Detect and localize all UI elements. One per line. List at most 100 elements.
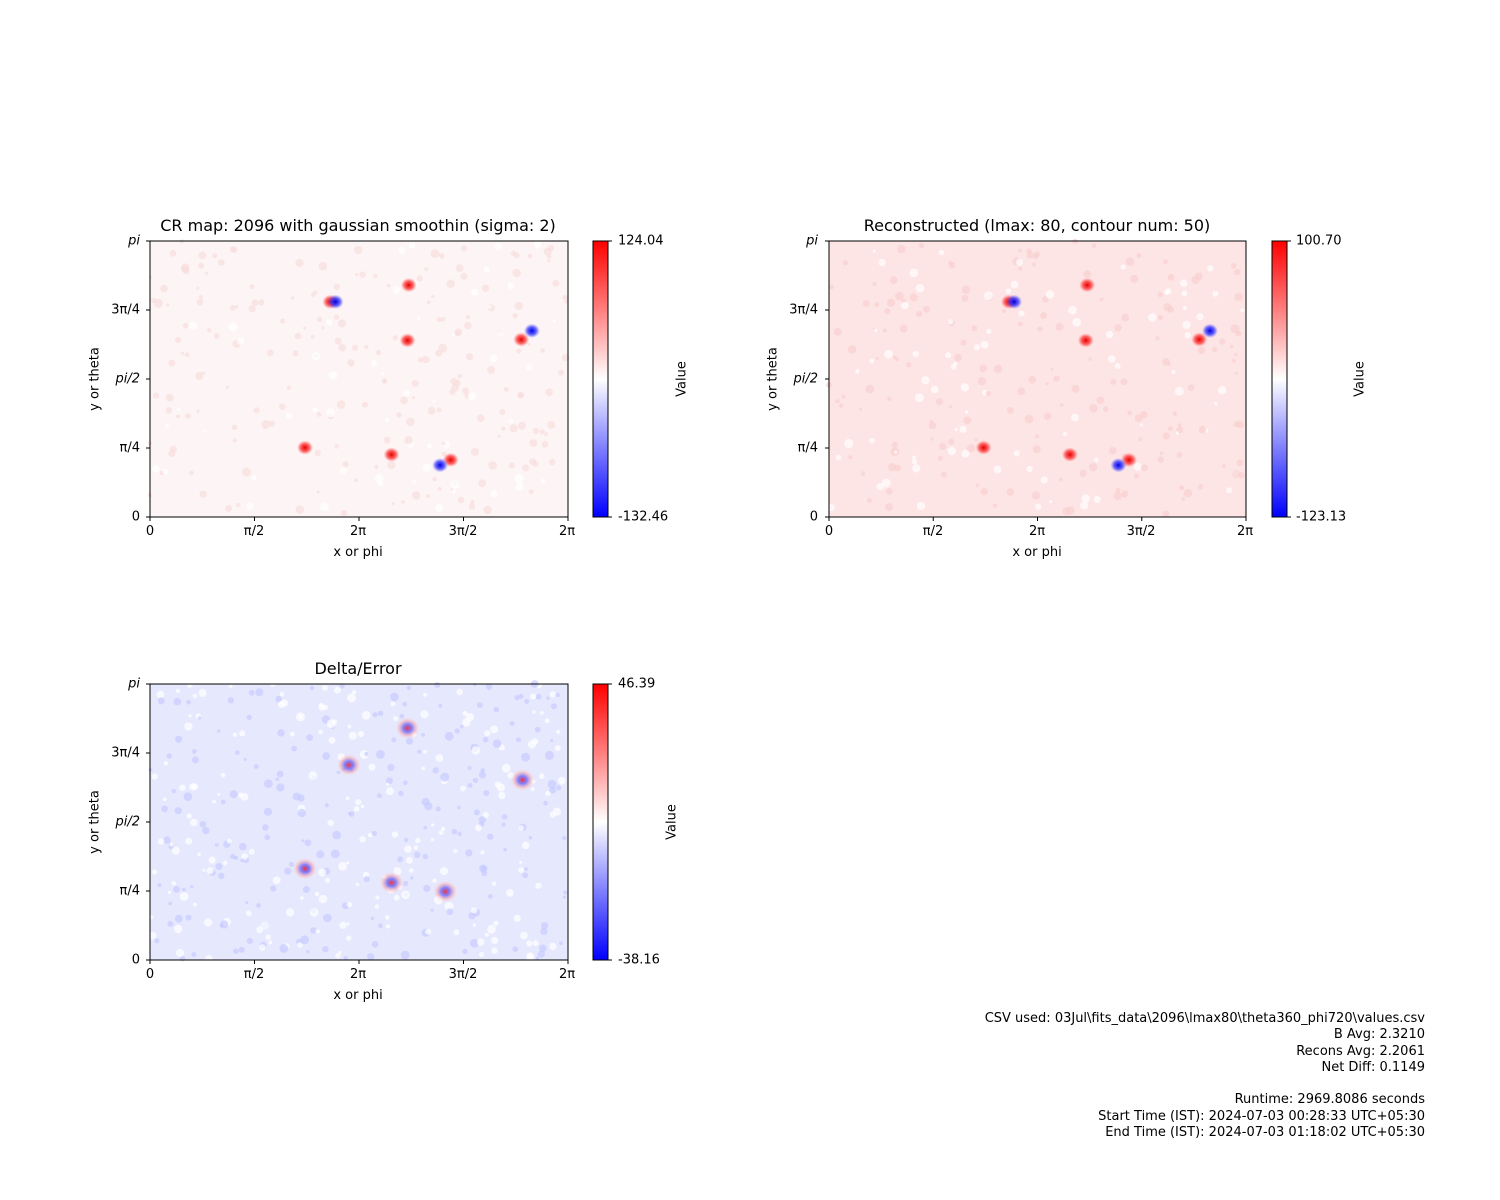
texture-dot (498, 791, 506, 800)
texture-dot (385, 924, 390, 929)
texture-dot (174, 914, 183, 923)
texture-dot (355, 882, 360, 887)
texture-dot (464, 321, 472, 330)
texture-dot (961, 294, 969, 302)
texture-dot (255, 688, 264, 697)
texture-dot (1108, 446, 1117, 455)
texture-dot (884, 349, 893, 359)
texture-dot (309, 908, 319, 917)
texture-dot (285, 908, 295, 917)
texture-dot (564, 299, 569, 304)
texture-dot (535, 693, 542, 700)
texture-dot (1179, 485, 1185, 491)
texture-dot (838, 403, 844, 408)
y-tick-label: 3π/4 (111, 745, 140, 761)
colorbar-max-label: 46.39 (618, 676, 656, 692)
texture-dot (280, 318, 286, 324)
texture-dot (1180, 279, 1188, 287)
texture-dot (322, 946, 329, 953)
texture-dot (253, 764, 259, 769)
texture-dot (411, 379, 419, 388)
texture-dot (457, 831, 462, 837)
texture-dot (1237, 471, 1245, 479)
texture-dot (515, 737, 521, 743)
heatmap-feature (399, 333, 416, 348)
texture-dot (182, 887, 186, 892)
x-tick-label: π/2 (922, 524, 944, 539)
texture-dot (873, 328, 878, 333)
texture-dot (393, 716, 399, 722)
texture-dot (480, 865, 487, 872)
texture-dot (460, 245, 467, 252)
texture-dot (1005, 288, 1012, 294)
texture-dot (225, 504, 233, 512)
texture-dot (928, 422, 937, 430)
texture-dot (239, 842, 247, 851)
texture-dot (1157, 314, 1164, 321)
texture-dot (546, 696, 550, 700)
texture-dot (185, 413, 192, 419)
texture-dot (385, 417, 390, 422)
texture-dot (975, 483, 980, 487)
texture-dot (370, 360, 378, 367)
texture-dot (432, 767, 439, 774)
texture-dot (376, 750, 385, 759)
texture-dot (171, 789, 176, 794)
texture-dot (248, 689, 255, 696)
texture-dot (457, 373, 462, 379)
texture-dot (457, 496, 465, 504)
texture-dot (353, 245, 363, 255)
texture-dot (985, 391, 991, 396)
texture-dot (333, 686, 341, 694)
texture-dot (562, 836, 567, 841)
x-tick-label: π/2 (243, 967, 265, 982)
x-tick-label: 0 (145, 524, 155, 539)
texture-dot (954, 353, 962, 362)
x-tick-label: 0 (145, 967, 155, 982)
texture-dot (397, 856, 404, 863)
texture-dot (1236, 420, 1244, 429)
texture-dot (191, 756, 199, 764)
texture-dot (1230, 263, 1237, 269)
texture-dot (1062, 432, 1068, 437)
texture-dot (1115, 487, 1121, 493)
texture-dot (454, 728, 460, 734)
texture-dot (885, 503, 893, 511)
texture-dot (338, 343, 347, 352)
texture-dot (516, 348, 522, 354)
texture-dot (963, 416, 972, 425)
texture-dot (549, 942, 557, 950)
texture-dot (1140, 464, 1148, 472)
texture-dot (475, 824, 482, 832)
texture-dot (1172, 411, 1177, 416)
texture-dot (947, 446, 957, 456)
texture-dot (855, 369, 860, 374)
texture-dot (916, 501, 926, 510)
texture-dot (886, 298, 896, 307)
texture-dot (1181, 497, 1185, 501)
texture-dot (937, 455, 943, 461)
texture-dot (248, 304, 256, 313)
texture-dot (497, 330, 504, 337)
texture-dot (1024, 414, 1034, 424)
texture-dot (1176, 452, 1183, 458)
texture-dot (188, 321, 198, 331)
texture-dot (449, 388, 456, 395)
texture-dot (264, 779, 273, 788)
texture-dot (512, 268, 521, 278)
texture-dot (236, 502, 241, 508)
texture-dot (280, 699, 289, 707)
texture-dot (169, 445, 177, 453)
texture-dot (948, 319, 954, 325)
texture-dot (901, 301, 909, 310)
texture-dot (434, 682, 441, 689)
texture-dot (1157, 456, 1164, 463)
texture-dot (440, 772, 450, 782)
texture-dot (430, 908, 434, 912)
texture-dot (961, 285, 971, 294)
texture-dot (357, 730, 365, 738)
texture-dot (179, 892, 189, 901)
texture-dot (234, 304, 239, 309)
texture-dot (208, 856, 216, 864)
texture-dot (1010, 280, 1019, 289)
